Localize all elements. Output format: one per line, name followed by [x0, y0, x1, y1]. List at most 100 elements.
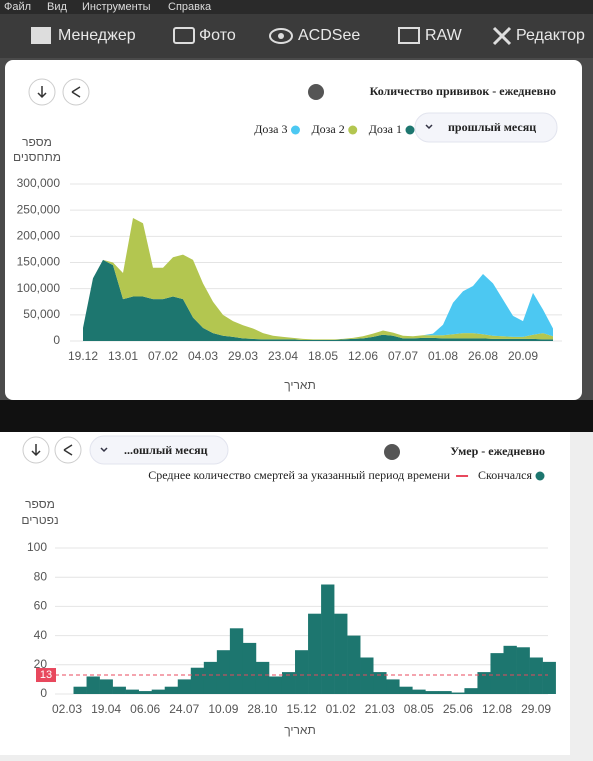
x-tick-label: 08.05	[404, 702, 434, 716]
bar	[516, 647, 530, 694]
bar	[177, 679, 192, 694]
x-tick-label: 10.09	[208, 702, 238, 716]
toolbar-button[interactable]: Фото	[199, 27, 236, 44]
bar	[268, 676, 283, 694]
bar	[477, 672, 491, 694]
bar	[464, 688, 478, 694]
menu-item[interactable]: Файл	[4, 1, 31, 13]
chart-panel	[0, 432, 570, 755]
bar	[295, 650, 309, 694]
legend-label[interactable]: Доза 3	[254, 122, 287, 136]
y-axis-title: מתחסנים	[13, 150, 61, 164]
period-label: ...ошлый месяц	[124, 443, 208, 457]
share-icon	[63, 444, 73, 456]
x-axis-title: תאריך	[284, 378, 316, 392]
legend-marker	[348, 125, 358, 135]
bar	[281, 672, 296, 694]
share-button[interactable]	[54, 436, 82, 464]
raw-icon	[398, 27, 420, 44]
y-tick-label: 300,000	[17, 176, 61, 190]
area	[83, 217, 553, 340]
x-tick-label: 21.03	[365, 702, 395, 716]
x-tick-label: 19.12	[68, 349, 98, 363]
legend-label: Среднее количество смертей за указанный …	[148, 468, 450, 482]
menu-item[interactable]: Инструменты	[82, 1, 151, 13]
chevron	[425, 124, 433, 130]
chart-title: Количество прививок - ежедневно	[370, 84, 556, 98]
y-axis-title: נפטרים	[21, 513, 58, 527]
bar	[490, 653, 504, 694]
share-icon	[71, 86, 81, 98]
bar	[360, 657, 374, 694]
x-tick-label: 04.03	[188, 349, 218, 363]
chart-title: Умер - ежедневно	[450, 444, 545, 458]
menu-item[interactable]: Вид	[47, 1, 67, 13]
panel-edge	[570, 432, 593, 761]
info-icon[interactable]	[384, 444, 400, 460]
toolbar-button[interactable]: RAW	[425, 27, 463, 44]
reference-label: 13	[40, 669, 52, 681]
bar	[125, 689, 139, 694]
bar	[529, 657, 543, 694]
bar	[190, 667, 205, 694]
x-tick-label: 12.06	[348, 349, 378, 363]
x-tick-label: 12.08	[482, 702, 512, 716]
bar	[425, 691, 439, 694]
bar	[99, 679, 113, 694]
toolbar-button[interactable]: ACDSee	[298, 27, 360, 44]
x-tick-label: 13.01	[108, 349, 138, 363]
menu-bar	[0, 0, 593, 14]
menu-item[interactable]: Справка	[168, 1, 212, 13]
y-tick-label: 0	[53, 333, 60, 347]
y-tick-label: 250,000	[17, 202, 61, 216]
reference-label-box	[36, 668, 56, 683]
bar	[503, 645, 517, 694]
bar	[229, 628, 244, 694]
download-icon	[31, 444, 41, 457]
x-tick-label: 07.07	[388, 349, 418, 363]
bar	[216, 650, 231, 694]
bar	[308, 613, 322, 694]
edit-icon	[492, 26, 512, 46]
bar	[138, 691, 152, 694]
toolbar-button[interactable]: Редактор	[516, 27, 585, 44]
bar	[438, 691, 452, 694]
bar	[451, 692, 465, 694]
y-tick-label: 100,000	[17, 281, 61, 295]
x-tick-label: 07.02	[148, 349, 178, 363]
chevron	[100, 447, 108, 453]
y-tick-label: 150,000	[17, 255, 61, 269]
y-tick-label: 100	[27, 540, 47, 554]
bar	[73, 686, 87, 694]
x-axis-title: תאריך	[284, 723, 316, 737]
y-tick-label: 60	[34, 599, 48, 613]
x-tick-label: 02.03	[52, 702, 82, 716]
photo-icon	[173, 27, 195, 44]
info-icon[interactable]	[308, 84, 324, 100]
y-axis-title: מספר	[25, 497, 55, 511]
share-button[interactable]	[62, 78, 90, 106]
period-dropdown[interactable]	[414, 112, 558, 143]
toolbar	[0, 14, 593, 58]
legend-marker	[290, 125, 300, 135]
bar	[164, 686, 179, 694]
bar	[334, 613, 348, 694]
legend-label[interactable]: Скончался	[478, 468, 532, 482]
eye-icon	[269, 28, 293, 44]
period-dropdown[interactable]	[89, 435, 229, 465]
legend-label[interactable]: Доза 2	[311, 122, 344, 136]
x-tick-label: 26.08	[468, 349, 498, 363]
bar	[412, 689, 426, 694]
bar	[112, 686, 126, 694]
y-tick-label: 50,000	[23, 307, 60, 321]
area	[83, 217, 553, 340]
grid-icon	[31, 27, 51, 44]
bar	[203, 661, 218, 694]
x-tick-label: 06.06	[130, 702, 160, 716]
x-tick-label: 15.12	[287, 702, 317, 716]
download-icon	[37, 86, 47, 99]
legend-label[interactable]: Доза 1	[369, 122, 402, 136]
x-tick-label: 25.06	[443, 702, 473, 716]
y-axis-title: מספר	[22, 135, 52, 149]
toolbar-button[interactable]: Менеджер	[58, 27, 136, 44]
